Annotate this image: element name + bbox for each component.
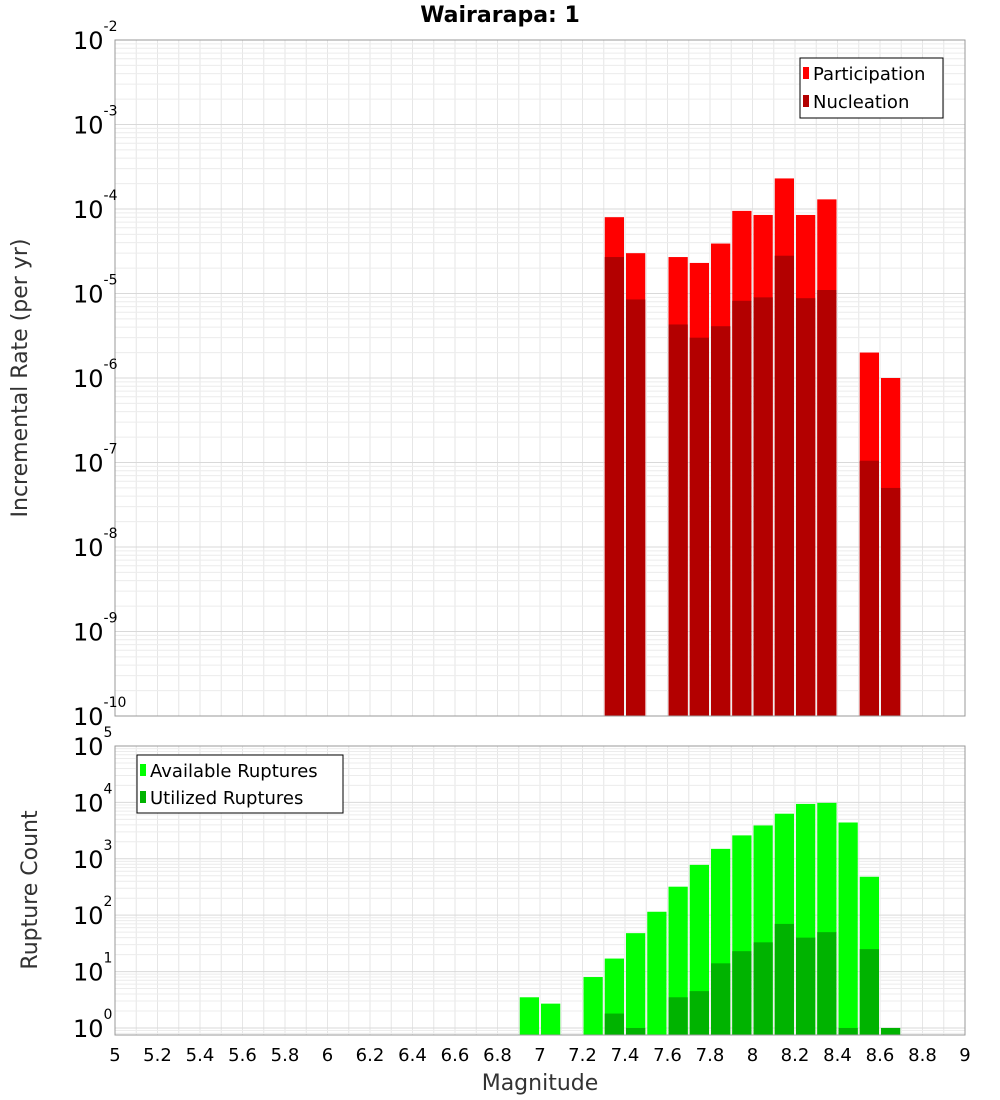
participation-legend-swatch <box>803 67 809 79</box>
count-y-tick-label: 101 <box>73 951 112 987</box>
utilized-ruptures-bar <box>732 951 752 1035</box>
x-tick-label: 7.2 <box>568 1045 597 1066</box>
rate-y-tick-label: 10-7 <box>73 442 118 478</box>
count-y-tick-label: 103 <box>73 838 112 874</box>
rate-y-axis-label: Incremental Rate (per yr) <box>8 239 33 518</box>
available-ruptures-legend-label: Available Ruptures <box>150 761 318 782</box>
x-tick-label: 5.2 <box>143 1045 172 1066</box>
nucleation-bar <box>711 326 731 716</box>
x-tick-label: 6.6 <box>441 1045 470 1066</box>
nucleation-bar <box>668 324 688 716</box>
count-y-tick-label: 105 <box>73 725 112 761</box>
utilized-ruptures-bar <box>796 937 816 1035</box>
x-tick-label: 5.6 <box>228 1045 257 1066</box>
nucleation-legend-label: Nucleation <box>813 92 909 113</box>
x-tick-label: 9 <box>959 1045 970 1066</box>
nucleation-bar <box>626 299 646 716</box>
rate-y-tick-label: 10-5 <box>73 273 118 309</box>
nucleation-bar <box>604 257 624 716</box>
count-plot-border <box>114 745 966 1036</box>
x-tick-label: 8.8 <box>908 1045 937 1066</box>
count-legend-box <box>136 754 344 814</box>
x-tick-label: 5 <box>109 1045 120 1066</box>
utilized-ruptures-bar <box>838 1027 858 1035</box>
available-ruptures-bar <box>541 1003 561 1035</box>
available-ruptures-bar <box>647 911 667 1035</box>
rate-plot-bars <box>604 178 901 717</box>
nucleation-legend-swatch <box>803 95 809 107</box>
nucleation-bar <box>817 290 837 716</box>
nucleation-bar <box>859 460 879 716</box>
rate-y-tick-label: 10-3 <box>73 104 118 140</box>
count-y-axis-label: Rupture Count <box>18 810 43 970</box>
x-tick-label: 6.8 <box>483 1045 512 1066</box>
available-ruptures-legend-swatch <box>140 764 146 776</box>
utilized-ruptures-bar <box>604 1013 624 1035</box>
available-ruptures-bar <box>519 997 539 1035</box>
utilized-ruptures-bar <box>859 949 879 1035</box>
utilized-ruptures-bar <box>689 991 709 1035</box>
rate-y-tick-label: 10-10 <box>73 695 126 731</box>
nucleation-bar <box>774 255 794 716</box>
x-axis-label: Magnitude <box>482 1071 599 1096</box>
nucleation-bar <box>689 337 709 716</box>
utilized-ruptures-legend-swatch <box>140 791 146 803</box>
x-tick-label: 7.8 <box>696 1045 725 1066</box>
x-tick-label: 7 <box>534 1045 545 1066</box>
utilized-ruptures-bar <box>711 963 731 1035</box>
x-tick-label: 6 <box>322 1045 333 1066</box>
available-ruptures-bar <box>583 977 603 1035</box>
utilized-ruptures-bar <box>817 932 837 1035</box>
rate-plot-border <box>114 39 966 717</box>
x-tick-label: 8 <box>747 1045 758 1066</box>
x-tick-label: 6.2 <box>356 1045 385 1066</box>
available-ruptures-bar <box>626 933 646 1035</box>
count-plot-grid <box>114 746 966 1035</box>
x-tick-label: 8.4 <box>823 1045 852 1066</box>
nucleation-bar <box>753 297 773 716</box>
utilized-ruptures-bar <box>668 997 688 1035</box>
nucleation-bar <box>732 300 752 716</box>
count-y-tick-label: 104 <box>73 781 113 817</box>
utilized-ruptures-bar <box>626 1027 646 1035</box>
participation-legend-label: Participation <box>813 64 925 85</box>
count-plot-bars <box>519 802 901 1035</box>
x-tick-label: 7.4 <box>611 1045 640 1066</box>
utilized-ruptures-bar <box>774 923 794 1035</box>
rate-y-tick-label: 10-4 <box>73 188 118 224</box>
nucleation-bar <box>796 298 816 716</box>
rate-y-tick-label: 10-9 <box>73 611 118 647</box>
rate-plot-y-ticks: 10-10 10-9 10-8 10-7 10-6 10-5 10-4 10-3 10-2 <box>73 19 126 731</box>
count-plot-y-ticks: 100 101 102 103 104 105 <box>73 725 113 1043</box>
x-tick-label: 8.2 <box>781 1045 810 1066</box>
x-tick-label: 5.4 <box>186 1045 215 1066</box>
x-tick-label: 8.6 <box>866 1045 895 1066</box>
count-y-tick-label: 102 <box>73 894 112 930</box>
x-tick-label: 5.8 <box>271 1045 300 1066</box>
chart-title: Wairarapa: 1 <box>420 3 580 28</box>
rate-legend-box <box>799 57 944 119</box>
nucleation-bar <box>881 487 901 716</box>
utilized-ruptures-bar <box>753 942 773 1035</box>
x-tick-label: 6.4 <box>398 1045 427 1066</box>
x-tick-label: 7.6 <box>653 1045 682 1066</box>
rate-y-tick-label: 10-2 <box>73 19 118 55</box>
utilized-ruptures-bar <box>881 1027 901 1035</box>
rate-plot-grid <box>114 40 966 717</box>
count-y-tick-label: 100 <box>73 1007 112 1043</box>
rate-legend: Participation Nucleation <box>799 57 944 119</box>
count-plot-x-ticks: 5 5.2 5.4 5.6 5.8 6 6.2 6.4 6.6 6.8 7 7.2 7.4 7.6 7.8 8… <box>109 1045 970 1066</box>
available-ruptures-bar <box>838 822 858 1035</box>
utilized-ruptures-legend-label: Utilized Ruptures <box>150 788 303 809</box>
rate-y-tick-label: 10-8 <box>73 526 118 562</box>
rate-y-tick-label: 10-6 <box>73 357 118 393</box>
count-legend: Available Ruptures Utilized Ruptures <box>136 754 344 814</box>
